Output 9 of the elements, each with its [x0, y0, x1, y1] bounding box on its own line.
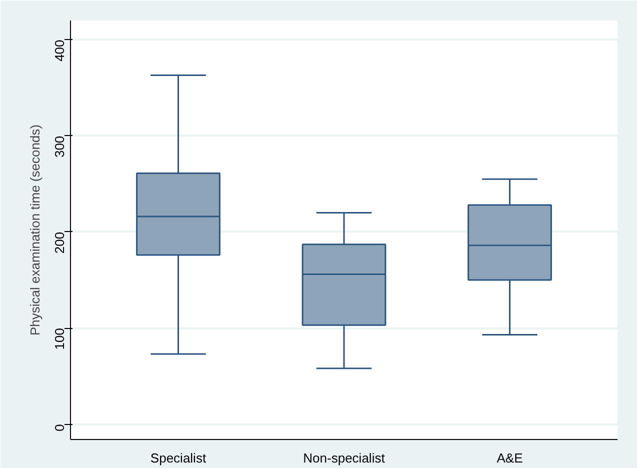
y-tick-label: 0	[52, 424, 67, 432]
x-tick-label: A&E	[496, 450, 524, 466]
y-tick-label: 400	[52, 40, 67, 62]
y-tick-label: 300	[52, 136, 67, 158]
x-tick-label: Specialist	[150, 450, 206, 466]
x-tick-label: Non-specialist	[303, 450, 386, 466]
y-tick-label: 200	[52, 232, 67, 254]
y-tick-label: 100	[52, 328, 67, 350]
y-axis-title: Physical examination time (seconds)	[28, 124, 42, 336]
